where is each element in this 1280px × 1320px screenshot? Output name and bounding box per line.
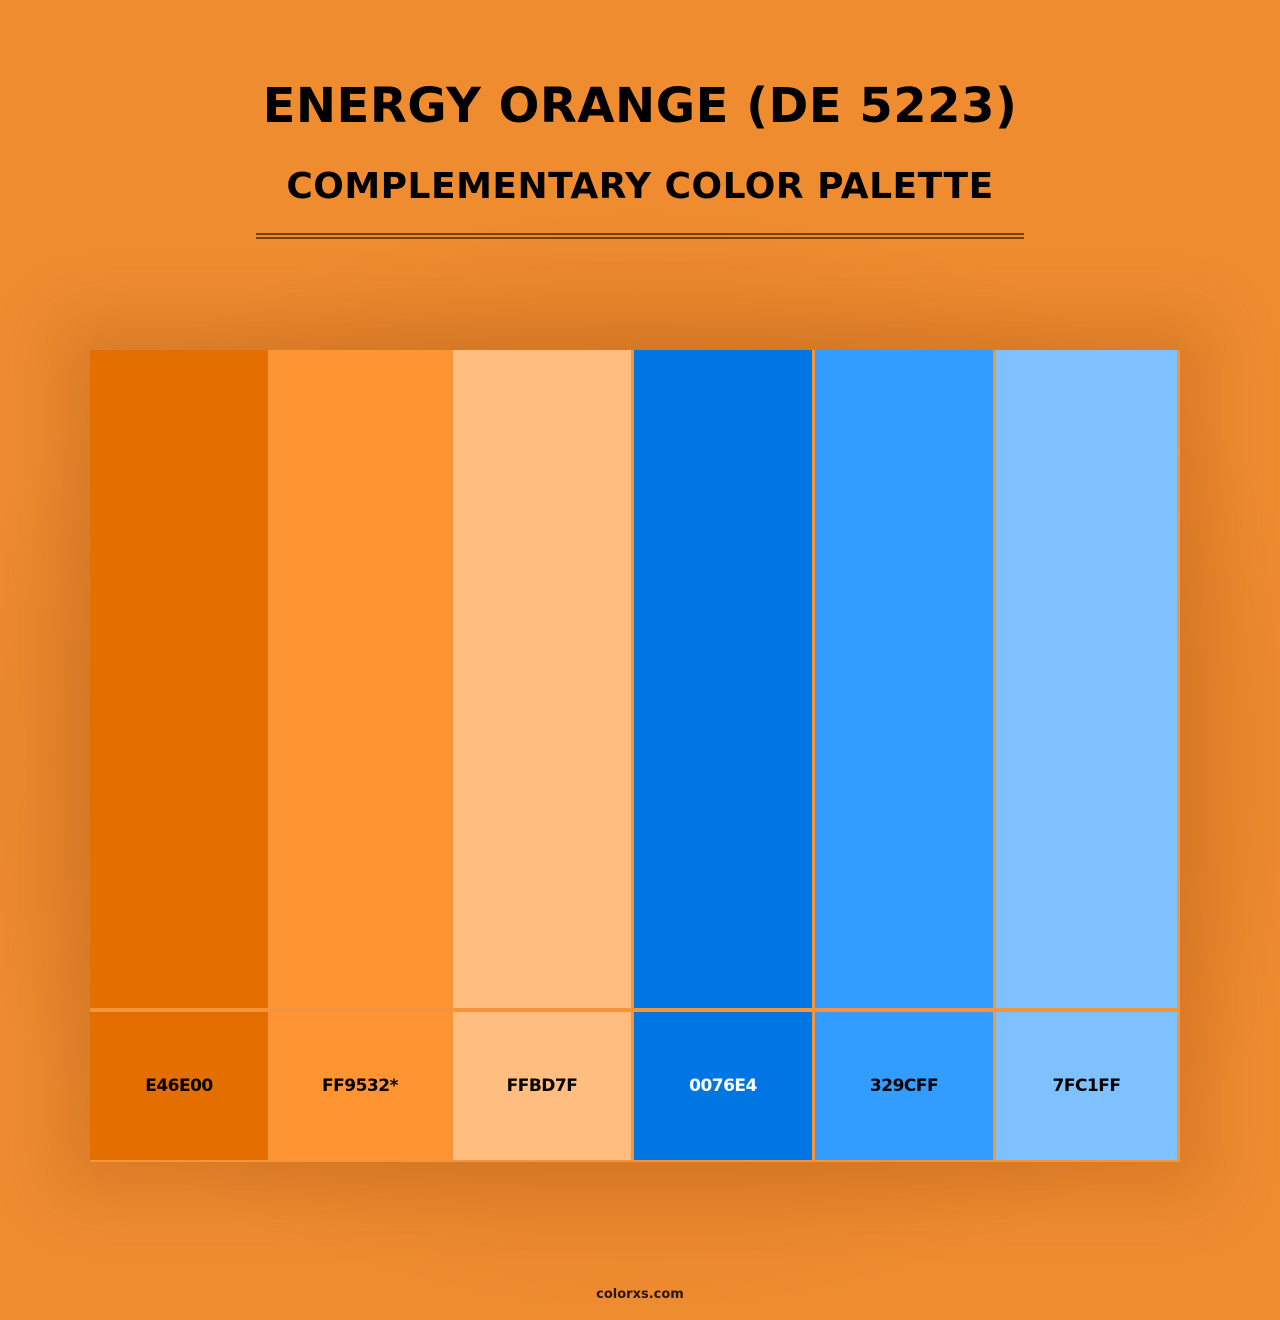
divider-line-bottom: [256, 237, 1024, 239]
page-subtitle: COMPLEMENTARY COLOR PALETTE: [286, 166, 994, 207]
palette-column: 7FC1FF: [996, 350, 1177, 1162]
color-hex-label[interactable]: 329CFF: [815, 1012, 993, 1160]
color-palette: E46E00 FF9532* FFBD7F 0076E4 329CFF 7FC1…: [90, 350, 1180, 1162]
color-swatch[interactable]: [90, 350, 268, 1008]
color-hex-label[interactable]: FFBD7F: [453, 1012, 631, 1160]
color-swatch[interactable]: [634, 350, 812, 1008]
color-swatch[interactable]: [271, 350, 449, 1008]
title-divider: [256, 233, 1024, 239]
palette-column: FF9532*: [271, 350, 449, 1162]
color-hex-label[interactable]: E46E00: [90, 1012, 268, 1160]
color-hex-label[interactable]: 7FC1FF: [996, 1012, 1177, 1160]
palette-column: 329CFF: [815, 350, 993, 1162]
footer-site-name[interactable]: colorxs.com: [596, 1287, 684, 1302]
page-title: ENERGY ORANGE (DE 5223): [262, 78, 1018, 134]
palette-column: FFBD7F: [453, 350, 631, 1162]
divider-line-top: [256, 233, 1024, 235]
palette-column: 0076E4: [634, 350, 812, 1162]
color-hex-label[interactable]: FF9532*: [271, 1012, 449, 1160]
color-swatch[interactable]: [453, 350, 631, 1008]
palette-column: E46E00: [90, 350, 268, 1162]
color-swatch[interactable]: [815, 350, 993, 1008]
color-hex-label[interactable]: 0076E4: [634, 1012, 812, 1160]
color-swatch[interactable]: [996, 350, 1177, 1008]
